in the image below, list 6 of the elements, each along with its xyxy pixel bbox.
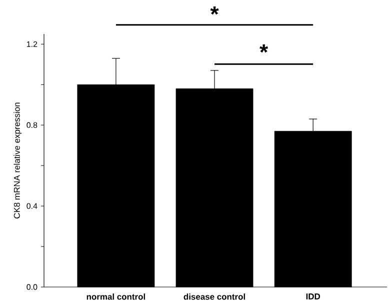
x-tick-label: disease control (184, 294, 245, 300)
annotation: * (260, 44, 268, 53)
x-tick-label: normal control (86, 294, 145, 300)
text: * (210, 6, 219, 15)
y-axis-title: CK8 mRNA relative expression (14, 102, 22, 218)
x-tick-label: IDD (306, 294, 320, 300)
